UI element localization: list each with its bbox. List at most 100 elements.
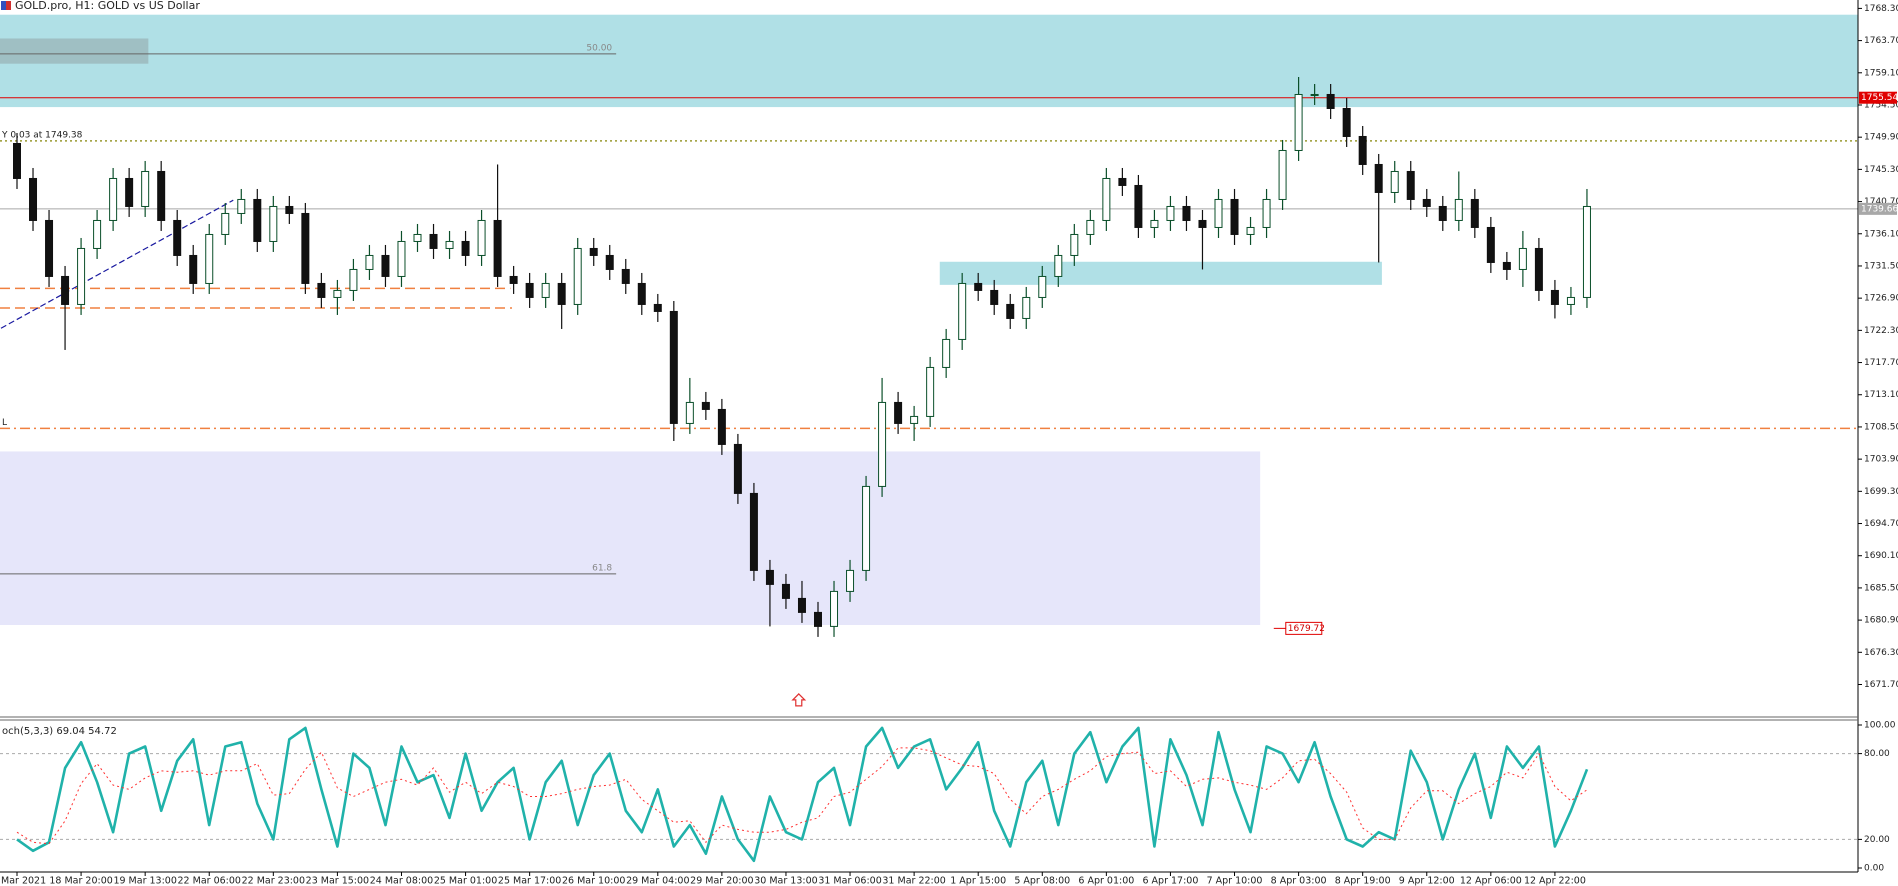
candle-body	[1310, 93, 1319, 96]
candle-body	[1454, 198, 1463, 221]
candle-body	[781, 583, 790, 599]
candle-body	[381, 254, 390, 277]
x-tick-label: 29 Mar 20:00	[690, 876, 753, 886]
price-tag	[1859, 202, 1897, 215]
candle-body	[1214, 198, 1223, 228]
candle-body	[237, 198, 246, 214]
candle-body	[1070, 233, 1079, 256]
candle-body	[1006, 303, 1015, 319]
x-tick-label: 6 Apr 01:00	[1078, 876, 1134, 886]
candle-body	[525, 282, 534, 298]
candle-body	[1502, 261, 1511, 270]
x-tick-label: 25 Mar 17:00	[498, 876, 561, 886]
candle-body	[1294, 93, 1303, 151]
candle-body	[205, 233, 214, 284]
price-tag-label: 1739.66	[1861, 204, 1898, 214]
y-tick-label: 1690.10	[1864, 551, 1898, 561]
indicator-y-tick-label: 80.00	[1864, 749, 1890, 759]
x-tick-label: 8 Apr 19:00	[1335, 876, 1391, 886]
candle-body	[605, 254, 614, 270]
candle-body	[1278, 149, 1287, 200]
y-tick-label: 1703.90	[1864, 455, 1898, 465]
candle-body	[253, 198, 262, 242]
y-tick-label: 1717.70	[1864, 358, 1898, 368]
candle-body	[1518, 247, 1527, 270]
level-text: L	[2, 418, 7, 428]
candle-body	[93, 219, 102, 249]
candle-body	[77, 247, 86, 305]
candle-body	[349, 268, 358, 291]
candle-body	[557, 282, 566, 305]
x-tick-label: 26 Mar 10:00	[562, 876, 625, 886]
candle-body	[493, 219, 502, 277]
candle-body	[653, 303, 662, 312]
candle-body	[13, 142, 21, 179]
candle-body	[1390, 170, 1399, 193]
candle-body	[1470, 198, 1479, 228]
zones-layer: 50.00 61.8	[0, 14, 1858, 626]
x-tick-label: 31 Mar 06:00	[818, 876, 881, 886]
candle-body	[301, 212, 310, 284]
candle-body	[317, 282, 326, 298]
candle-body	[894, 401, 903, 424]
candle-body	[173, 219, 182, 256]
x-tick-label: 5 Apr 08:00	[1014, 876, 1070, 886]
candle-body	[1358, 135, 1367, 165]
candle-body	[157, 170, 166, 221]
candle-body	[765, 569, 774, 585]
y-tick-label: 1754.50	[1864, 100, 1898, 110]
symbol-icon	[6, 1, 11, 10]
x-tick-label: 1 Apr 15:00	[950, 876, 1006, 886]
candle-body	[1102, 177, 1111, 221]
x-tick-label: Mar 2021	[1, 876, 46, 886]
candle-body	[397, 240, 406, 277]
candle-body	[1166, 205, 1175, 221]
candle-body	[1550, 289, 1559, 305]
y-tick-label: 1713.10	[1864, 390, 1898, 400]
candle-body	[413, 233, 422, 242]
candle-body	[1118, 177, 1127, 186]
candle-body	[1054, 254, 1063, 277]
candle-body	[1422, 198, 1431, 207]
y-tick-label: 1722.30	[1864, 326, 1898, 336]
x-tick-label: 6 Apr 17:00	[1142, 876, 1198, 886]
indicator-y-tick-label: 20.00	[1864, 835, 1890, 845]
y-tick-label: 1671.70	[1864, 680, 1898, 690]
candle-body	[269, 205, 278, 242]
chart-title: GOLD.pro, H1: GOLD vs US Dollar	[15, 0, 200, 12]
y-tick-label: 1685.50	[1864, 583, 1898, 593]
y-tick-label: 1736.10	[1864, 229, 1898, 239]
indicator-line	[16, 726, 1589, 863]
x-tick-label: 12 Apr 06:00	[1460, 876, 1522, 886]
candle-body	[1406, 170, 1415, 200]
x-tick-label: 19 Mar 13:00	[113, 876, 176, 886]
candle-body	[974, 282, 983, 291]
candle-body	[1134, 184, 1143, 228]
candle-body	[1086, 219, 1095, 235]
candle-body	[1534, 247, 1543, 291]
candle-body	[910, 415, 919, 424]
candle-body	[1038, 275, 1047, 298]
fib-label: 50.00	[586, 43, 612, 53]
zone	[939, 261, 1382, 285]
indicator-label: och(5,3,3) 69.04 54.72	[2, 726, 117, 737]
candle-body	[1182, 205, 1191, 221]
candle-body	[1246, 226, 1255, 235]
y-tick-label: 1676.30	[1864, 648, 1898, 658]
candle-body	[878, 401, 887, 487]
candle-body	[1438, 205, 1447, 221]
y-tick-label: 1699.30	[1864, 487, 1898, 497]
candle-body	[509, 275, 518, 284]
candle-body	[221, 212, 230, 235]
y-tick-label: 1745.30	[1864, 165, 1898, 175]
candle-body	[685, 401, 694, 424]
candle-body	[141, 170, 150, 207]
candle-body	[461, 240, 470, 256]
candle-body	[1198, 219, 1207, 228]
candle-body	[1582, 205, 1591, 298]
candle-body	[285, 205, 294, 214]
price-label-box	[1285, 621, 1323, 635]
candle-body	[1022, 296, 1031, 319]
candle-body	[61, 275, 70, 305]
candle-body	[1342, 107, 1351, 137]
